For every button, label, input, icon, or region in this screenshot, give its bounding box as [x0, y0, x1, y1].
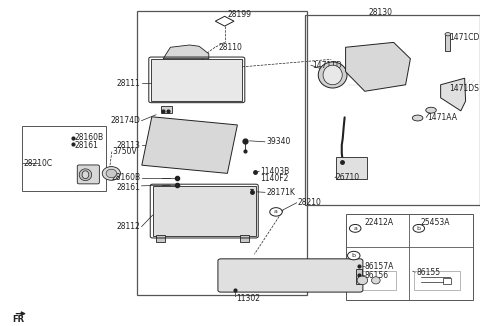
FancyBboxPatch shape	[218, 259, 363, 292]
Ellipse shape	[357, 276, 368, 285]
Bar	[336, 157, 367, 179]
Bar	[356, 269, 362, 284]
Text: 28161: 28161	[116, 183, 140, 192]
Bar	[151, 59, 242, 101]
Text: 39340: 39340	[266, 137, 291, 146]
Bar	[240, 235, 249, 242]
Text: 28113: 28113	[116, 141, 140, 150]
Polygon shape	[215, 16, 234, 26]
Text: b: b	[352, 253, 356, 258]
Text: 28110: 28110	[218, 43, 242, 52]
Text: 28112: 28112	[117, 222, 140, 231]
Polygon shape	[163, 45, 209, 59]
Text: a: a	[274, 209, 278, 215]
Circle shape	[348, 251, 360, 260]
Ellipse shape	[426, 107, 436, 113]
Text: 28130: 28130	[369, 7, 393, 17]
Circle shape	[349, 224, 361, 232]
Ellipse shape	[412, 115, 423, 121]
Bar	[443, 278, 452, 284]
Bar	[346, 214, 473, 300]
Bar	[305, 15, 480, 205]
Ellipse shape	[102, 167, 120, 180]
Ellipse shape	[372, 277, 380, 284]
Ellipse shape	[445, 33, 451, 36]
Text: 11403B: 11403B	[261, 167, 290, 176]
Text: 28160B: 28160B	[74, 133, 104, 142]
Text: 1471CD: 1471CD	[449, 33, 479, 42]
Text: 1471TD: 1471TD	[312, 61, 342, 70]
Text: 11302: 11302	[237, 294, 261, 304]
Text: 1140F2: 1140F2	[261, 174, 289, 183]
Polygon shape	[346, 42, 410, 91]
Text: 28160B: 28160B	[111, 173, 140, 182]
Text: 28174D: 28174D	[110, 116, 140, 125]
Bar	[161, 106, 172, 113]
Text: 28171K: 28171K	[266, 188, 295, 197]
Circle shape	[413, 224, 424, 232]
Bar	[156, 235, 165, 242]
Circle shape	[270, 208, 282, 216]
Polygon shape	[441, 78, 466, 111]
Bar	[22, 126, 106, 191]
Text: 22412A: 22412A	[365, 218, 394, 227]
Bar	[350, 271, 396, 290]
Ellipse shape	[323, 65, 342, 85]
Text: 28161: 28161	[74, 141, 98, 150]
Text: 26710: 26710	[336, 173, 360, 182]
Text: 28210: 28210	[298, 198, 322, 207]
Text: FR: FR	[12, 315, 24, 324]
Ellipse shape	[318, 62, 347, 88]
Bar	[153, 186, 256, 236]
Text: 86155: 86155	[416, 268, 440, 277]
Text: 25453A: 25453A	[421, 218, 450, 227]
Text: 86157A: 86157A	[365, 262, 394, 271]
Polygon shape	[142, 117, 238, 173]
Text: 1471DS: 1471DS	[449, 83, 479, 93]
Bar	[445, 34, 450, 51]
FancyBboxPatch shape	[77, 165, 99, 184]
Text: 28210C: 28210C	[23, 158, 52, 168]
Bar	[137, 11, 307, 295]
Text: 3750V: 3750V	[113, 147, 138, 156]
Text: a: a	[353, 226, 357, 231]
Bar	[414, 271, 459, 290]
Text: 28111: 28111	[117, 79, 140, 88]
Text: b: b	[417, 226, 421, 231]
Ellipse shape	[106, 169, 117, 178]
Text: 28199: 28199	[228, 10, 252, 19]
Text: 86156: 86156	[365, 271, 389, 280]
Text: 1471AA: 1471AA	[427, 113, 457, 122]
